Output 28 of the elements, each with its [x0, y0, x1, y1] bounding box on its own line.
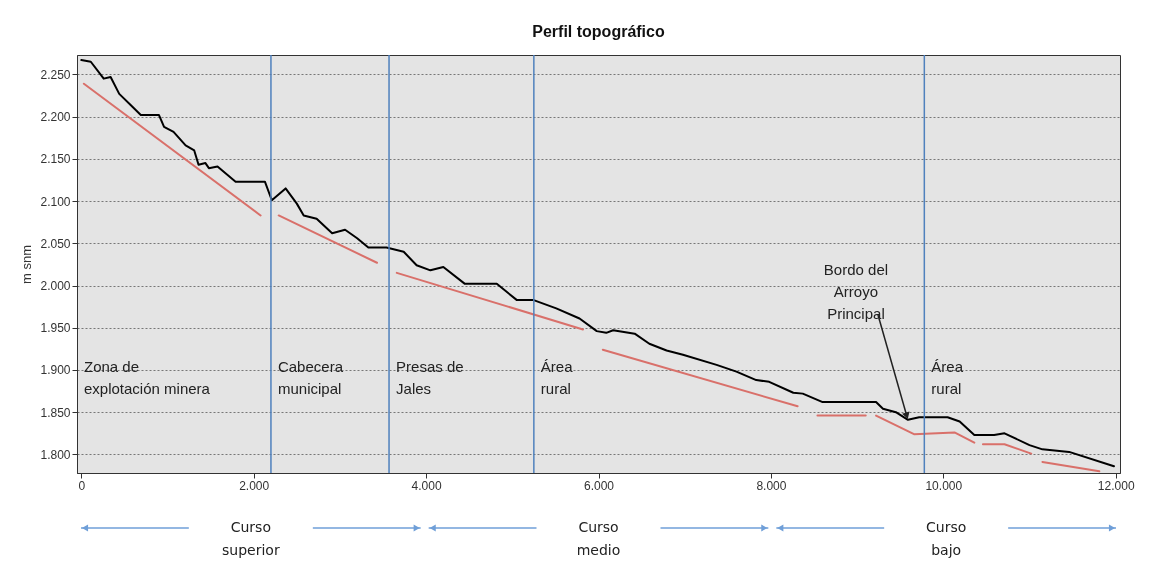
x-tick-label: 2.000 — [239, 478, 270, 493]
y-tick-label: 1.850 — [40, 405, 71, 420]
text: Curso superior — [222, 519, 280, 558]
annotation: Bordo del Arroyo Principal — [823, 260, 889, 322]
x-tick-label: 4.000 — [411, 478, 442, 493]
y-tick-label: 2.250 — [40, 67, 71, 82]
text: Curso medio — [576, 519, 621, 558]
y-axis-title: m snm — [19, 245, 35, 284]
annotation: Zona de explotación minera — [84, 358, 211, 397]
y-tick-label: 2.000 — [40, 279, 71, 294]
x-tick-label: 12.000 — [1097, 478, 1135, 493]
y-tick-label: 2.050 — [40, 236, 71, 251]
annotation: Presas de Jales — [396, 358, 464, 397]
annotation: Área rural — [540, 358, 574, 397]
x-tick-label: 10.000 — [925, 478, 963, 493]
y-tick-label: 2.150 — [40, 152, 71, 167]
x-tick-label: 8.000 — [756, 478, 787, 493]
text: Curso bajo — [926, 519, 967, 558]
y-tick-label: 1.800 — [40, 447, 71, 462]
chart-title: Perfil topográfico — [532, 23, 665, 41]
x-tick-label: 6.000 — [583, 478, 615, 493]
y-tick-label: 2.200 — [40, 110, 71, 125]
x-tick-label: 0 — [78, 478, 86, 493]
annotation: Área rural — [931, 358, 964, 397]
y-tick-label: 2.100 — [40, 194, 71, 209]
y-tick-label: 1.950 — [40, 321, 71, 336]
y-tick-label: 1.900 — [40, 363, 71, 378]
annotation: Cabecera municipal — [277, 358, 344, 397]
